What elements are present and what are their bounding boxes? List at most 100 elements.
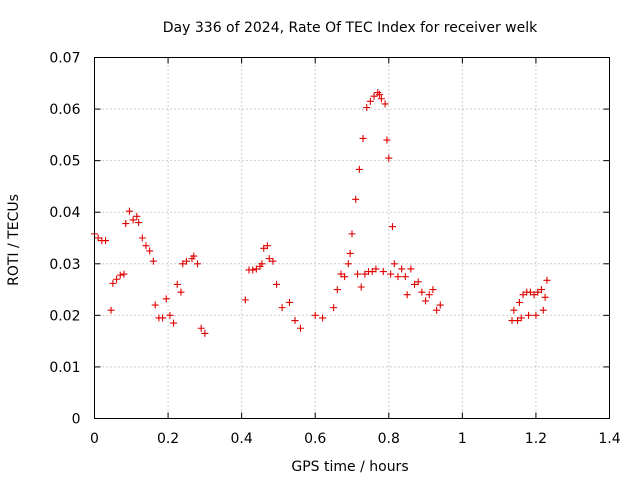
data-point — [390, 260, 398, 268]
data-point — [361, 270, 369, 278]
data-point — [197, 324, 205, 332]
data-point — [370, 92, 378, 100]
data-point — [297, 324, 304, 332]
data-point — [344, 260, 352, 268]
data-point — [333, 286, 341, 294]
data-point — [359, 134, 367, 142]
data-point — [381, 100, 389, 108]
data-point — [422, 297, 430, 305]
y-axis-label: ROTI / TECUs — [6, 194, 22, 286]
data-point — [258, 260, 266, 268]
x-tick-label: 1.2 — [525, 431, 547, 447]
data-point — [383, 136, 391, 144]
data-point — [113, 275, 121, 283]
data-point — [133, 212, 141, 220]
data-point — [291, 317, 299, 325]
data-point — [194, 260, 201, 268]
y-tick-label: 0.07 — [49, 51, 80, 67]
data-point — [411, 280, 419, 288]
data-point — [366, 97, 374, 105]
data-point — [311, 311, 319, 319]
data-point — [142, 242, 150, 250]
data-point — [532, 311, 540, 319]
data-point — [379, 268, 387, 276]
data-point — [177, 288, 185, 296]
x-tick-label: 0.8 — [378, 431, 400, 447]
data-point — [107, 306, 115, 314]
data-point — [241, 296, 249, 304]
y-tick-label: 0.04 — [49, 205, 80, 221]
data-point — [387, 270, 395, 278]
data-point — [173, 280, 181, 288]
y-tick-label: 0.05 — [49, 154, 80, 170]
data-point — [526, 288, 534, 296]
data-point — [122, 220, 130, 228]
data-point — [346, 249, 354, 257]
data-point — [414, 278, 422, 286]
y-tick-label: 0.01 — [49, 360, 80, 376]
y-tick-label: 0.06 — [49, 102, 80, 118]
data-point — [357, 283, 365, 291]
data-point — [273, 280, 281, 288]
data-point — [146, 247, 154, 255]
data-point — [508, 317, 516, 325]
y-tick-label: 0.02 — [49, 308, 80, 324]
data-point — [429, 286, 437, 294]
data-point — [135, 219, 143, 227]
data-point — [201, 329, 209, 337]
data-point — [125, 207, 133, 215]
data-point — [352, 195, 360, 203]
data-point — [403, 291, 411, 299]
axis-ticks — [94, 57, 610, 419]
data-point — [129, 216, 137, 224]
data-point — [269, 257, 277, 265]
data-point — [102, 237, 110, 245]
data-point — [433, 306, 441, 314]
data-point — [401, 273, 409, 281]
x-tick-label: 1 — [458, 431, 467, 447]
data-point — [525, 311, 533, 319]
data-point — [252, 265, 260, 273]
data-point — [260, 244, 268, 252]
data-point — [354, 270, 362, 278]
data-point — [263, 242, 271, 250]
data-point — [166, 311, 174, 319]
grid-lines — [94, 57, 610, 419]
data-point — [116, 271, 124, 279]
x-tick-label: 0.2 — [157, 431, 179, 447]
data-point — [372, 265, 380, 273]
data-point — [337, 270, 345, 278]
x-tick-label: 0.6 — [304, 431, 326, 447]
data-point — [407, 265, 415, 273]
data-point — [159, 314, 167, 322]
data-point — [368, 268, 376, 276]
data-point — [341, 273, 349, 281]
data-point — [319, 314, 327, 322]
data-point — [534, 288, 542, 296]
data-point — [94, 234, 102, 242]
data-point — [418, 288, 426, 296]
data-point — [120, 270, 128, 278]
data-point — [278, 304, 286, 312]
data-point — [265, 255, 273, 263]
data-point — [388, 223, 396, 231]
data-point — [537, 286, 545, 294]
data-point — [355, 165, 363, 173]
data-point — [190, 252, 198, 260]
data-point — [109, 279, 117, 287]
data-points — [91, 89, 551, 337]
data-point — [436, 301, 444, 309]
data-point — [376, 91, 384, 99]
x-tick-label: 0 — [90, 431, 99, 447]
plot-frame — [94, 57, 610, 419]
data-point — [348, 230, 356, 238]
chart-title: Day 336 of 2024, Rate Of TEC Index for r… — [163, 20, 538, 36]
data-point — [539, 306, 547, 314]
x-axis-label: GPS time / hours — [291, 459, 408, 475]
data-point — [138, 234, 146, 242]
x-tick-label: 0.4 — [231, 431, 253, 447]
x-tick-label: 1.4 — [598, 431, 620, 447]
data-point — [519, 291, 527, 299]
data-point — [377, 95, 385, 103]
